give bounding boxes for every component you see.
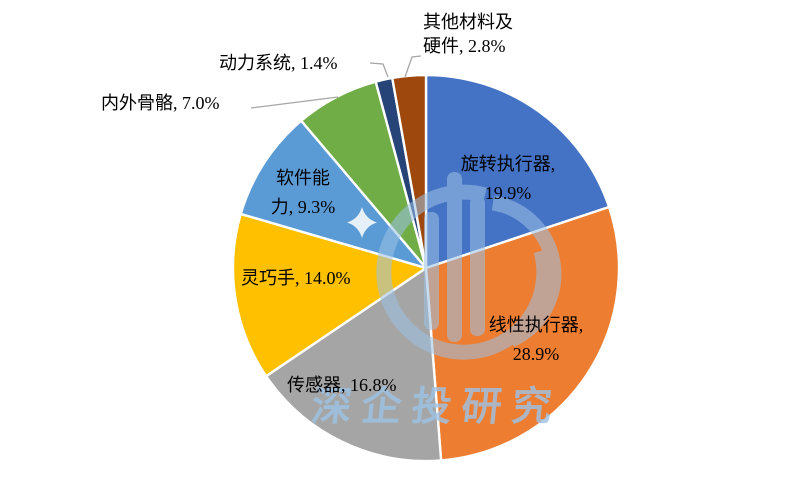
watermark-logo bbox=[376, 172, 562, 360]
logo-bar-2 bbox=[447, 172, 462, 342]
logo-bar-3 bbox=[470, 196, 485, 336]
sparkle-icon bbox=[347, 207, 377, 238]
pie-slice bbox=[239, 119, 428, 270]
label-power-system: 动力系统, 1.4% bbox=[219, 53, 338, 73]
label-other-materials-hardware: 其他材料及 硬件, 2.8% bbox=[423, 12, 513, 56]
leader-power bbox=[369, 62, 389, 78]
label-software-capability: 软件能 力, 9.3% bbox=[270, 168, 336, 217]
logo-bar-1 bbox=[424, 212, 439, 330]
label-linear-actuator: 线性执行器, 28.9% bbox=[488, 315, 584, 364]
leader-lines bbox=[250, 55, 422, 109]
logo-ring bbox=[376, 184, 552, 360]
logo-d-arc bbox=[491, 195, 562, 347]
label-rotary-actuator: 旋转执行器, 19.9% bbox=[460, 154, 556, 203]
leader-other bbox=[404, 55, 422, 78]
label-skeleton: 内外骨骼, 7.0% bbox=[101, 93, 220, 113]
leader-skeleton bbox=[250, 96, 339, 109]
label-dexterous-hand: 灵巧手, 14.0% bbox=[241, 268, 351, 288]
label-sensor: 传感器, 16.8% bbox=[287, 375, 397, 395]
pie-slice bbox=[391, 73, 428, 270]
